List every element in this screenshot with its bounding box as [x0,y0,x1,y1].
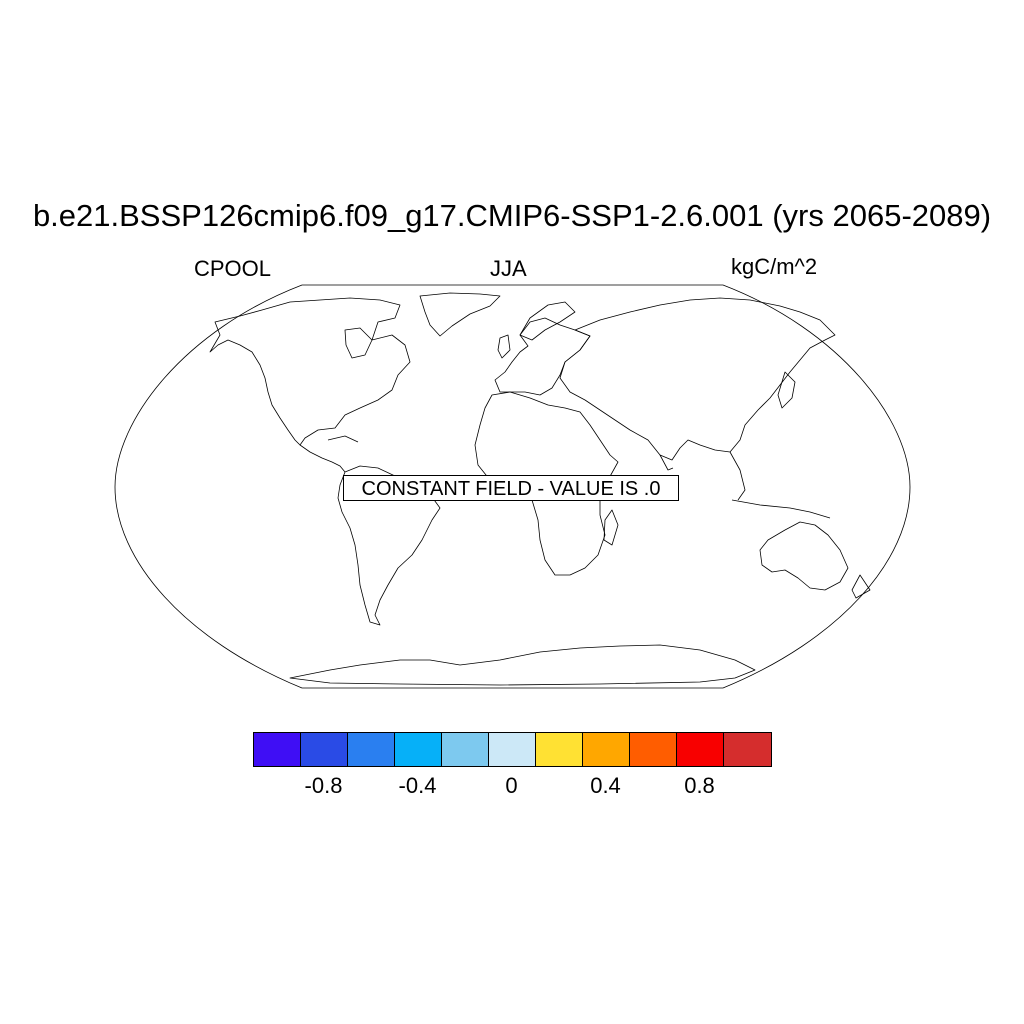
coastline-north-america [209,297,411,446]
coastline-greenland [419,292,501,337]
colorbar-box [254,733,301,766]
colorbar-tick-label: 0 [505,773,518,798]
colorbar-box [301,733,348,766]
colorbar-box [677,733,724,766]
coastline-madagascar [603,509,619,546]
coastline-southeast-asia [729,451,746,501]
coastline-central-america [299,444,346,473]
colorbar-tick-label: -0.8 [304,773,343,798]
coastline-india [659,454,674,471]
coastline-australia [759,521,849,591]
map-boundary [114,284,911,689]
colorbar-box [395,733,442,766]
colorbar-tick-label: 0.8 [684,773,715,798]
coastline-indonesia [731,499,831,519]
coastline-cuba [327,435,359,443]
colorbar-box [630,733,677,766]
coastline-hudson-bay [344,327,373,359]
colorbar-box [489,733,536,766]
colorbar [253,732,772,767]
coastline-antarctica [289,644,756,686]
colorbar-box [442,733,489,766]
coastline-scandinavia [519,301,576,341]
season-label: JJA [490,256,527,281]
coastline-japan [777,371,796,409]
plot-title: b.e21.BSSP126cmip6.f09_g17.CMIP6-SSP1-2.… [32,198,992,233]
colorbar-box [724,733,771,766]
variable-label: CPOOL [194,256,272,281]
constant-field-notice: CONSTANT FIELD - VALUE IS .0 [343,475,679,501]
units-label: kgC/m^2 [731,254,818,279]
colorbar-box [583,733,630,766]
colorbar-box [348,733,395,766]
colorbar-tick-label: -0.4 [398,773,437,798]
colorbar-tick-label: 0.4 [590,773,621,798]
coastline-new-zealand [851,574,871,599]
colorbar-box [536,733,583,766]
coastline-asia [559,297,836,461]
coastline-britain [497,334,511,359]
